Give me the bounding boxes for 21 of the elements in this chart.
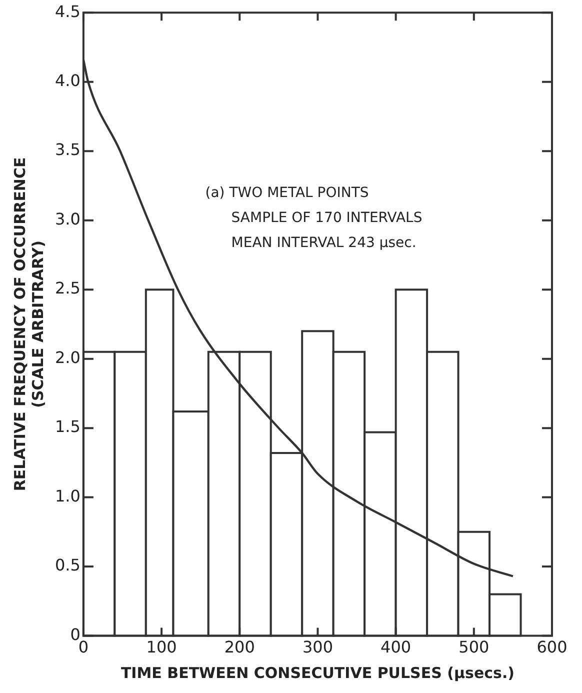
x-tick-label: 100 xyxy=(146,638,177,657)
x-tick-label: 600 xyxy=(536,638,568,657)
y-axis-title: RELATIVE FREQUENCY OF OCCURRENCE (SCALE ARBITRARY) xyxy=(10,157,47,492)
x-tick-label: 200 xyxy=(224,638,255,657)
y-tick-label: 4.5 xyxy=(54,2,80,21)
annotation: MEAN INTERVAL 243 μsec. xyxy=(231,234,416,251)
x-tick-label: 500 xyxy=(458,638,490,657)
annotation: SAMPLE OF 170 INTERVALS xyxy=(231,210,422,226)
x-axis-title: TIME BETWEEN CONSECUTIVE PULSES (μsecs.) xyxy=(120,664,515,682)
annotation: (a) TWO METAL POINTS xyxy=(205,184,369,201)
x-tick-label: 300 xyxy=(302,638,333,657)
y-tick-label: 3.5 xyxy=(54,140,80,160)
y-tick-label: 2.0 xyxy=(54,348,80,367)
x-tick-label: 400 xyxy=(380,638,412,657)
y-tick-label: 2.5 xyxy=(54,278,80,298)
y-tick-label: 0 xyxy=(70,624,80,644)
y-tick-label: 1.5 xyxy=(54,417,80,436)
y-tick-label: 4.0 xyxy=(54,71,80,90)
y-tick-label: 0.5 xyxy=(54,556,80,575)
y-tick-label: 1.0 xyxy=(54,486,80,506)
y-tick-label: 3.0 xyxy=(54,209,80,228)
